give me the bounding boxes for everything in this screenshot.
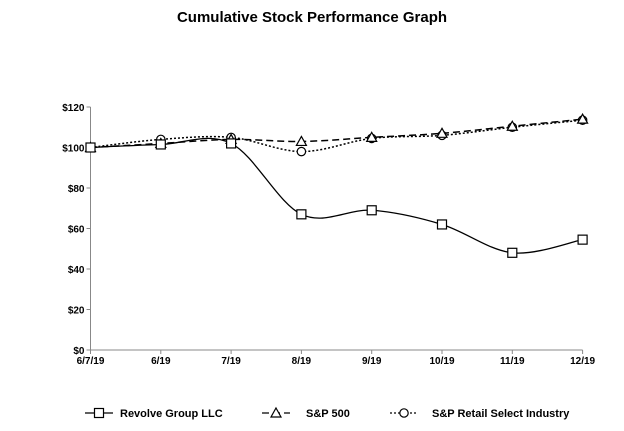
x-tick-label: 11/19 xyxy=(500,356,525,367)
x-tick-label: 12/19 xyxy=(570,356,595,367)
data-point-square xyxy=(85,142,96,153)
legend-label: Revolve Group LLC xyxy=(120,408,223,420)
legend-marker-circle xyxy=(399,408,409,418)
legend-marker-triangle xyxy=(269,406,283,418)
data-point-triangle xyxy=(295,135,308,147)
data-point-square xyxy=(155,139,166,150)
data-point-triangle xyxy=(506,120,519,131)
chart-title: Cumulative Stock Performance Graph xyxy=(176,9,448,26)
x-tick-label: 6/19 xyxy=(151,356,171,367)
data-point-triangle xyxy=(576,112,589,124)
y-tick-label: $20 xyxy=(68,306,85,317)
y-tick-label: $80 xyxy=(68,184,85,195)
y-tick-label: $40 xyxy=(68,265,85,276)
x-tick-label: 6/7/19 xyxy=(77,356,105,367)
y-tick-label: $0 xyxy=(73,346,85,357)
series-line-2 xyxy=(90,119,583,153)
x-tick-label: 8/19 xyxy=(292,356,312,367)
data-point-triangle xyxy=(435,127,449,138)
data-point-triangle xyxy=(365,131,378,142)
data-point-square xyxy=(507,247,518,258)
y-tick-label: $120 xyxy=(62,103,85,114)
series-line-0 xyxy=(90,137,583,254)
x-tick-label: 7/19 xyxy=(221,356,241,367)
x-tick-label: 9/19 xyxy=(362,356,382,367)
data-point-circle xyxy=(296,146,307,157)
legend-label: S&P Retail Select Industry xyxy=(432,408,570,420)
legend-marker-square xyxy=(93,407,105,419)
data-point-square xyxy=(226,138,237,149)
x-tick-label: 10/19 xyxy=(429,356,454,367)
series-line-1 xyxy=(90,118,583,149)
y-tick-label: $60 xyxy=(68,225,85,236)
data-point-square xyxy=(296,209,307,220)
y-tick-label: $100 xyxy=(62,144,85,155)
legend-label: S&P 500 xyxy=(306,408,350,420)
data-point-square xyxy=(366,205,377,216)
data-point-square xyxy=(436,219,448,230)
data-point-square xyxy=(577,234,588,245)
